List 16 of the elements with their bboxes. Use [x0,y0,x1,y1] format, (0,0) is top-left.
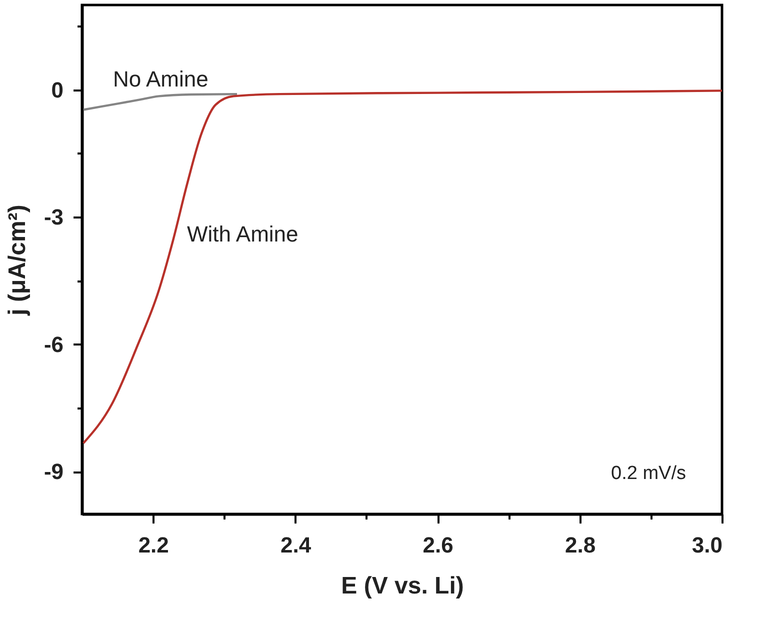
x-tick-label: 2.8 [564,532,596,558]
line-series [82,90,722,444]
x-axis-title: E (V vs. Li) [341,572,464,600]
y-tick-label: -9 [44,459,64,484]
y-tick-label: -6 [44,332,64,357]
x-tick-label: 3.0 [692,532,722,558]
line-series [82,92,238,111]
x-tick-label: 2.6 [422,532,454,558]
series-label: No Amine [112,66,208,92]
x-tick-label: 2.4 [280,532,312,558]
series-label: With Amine [187,221,298,246]
annotation: 0.2 mV/s [611,463,686,484]
y-tick-label: 0 [51,77,64,102]
x-tick-label: 2.2 [138,532,169,558]
y-tick-label: -3 [44,204,64,230]
y-axis-title: j (μA/cm²) [4,204,31,316]
